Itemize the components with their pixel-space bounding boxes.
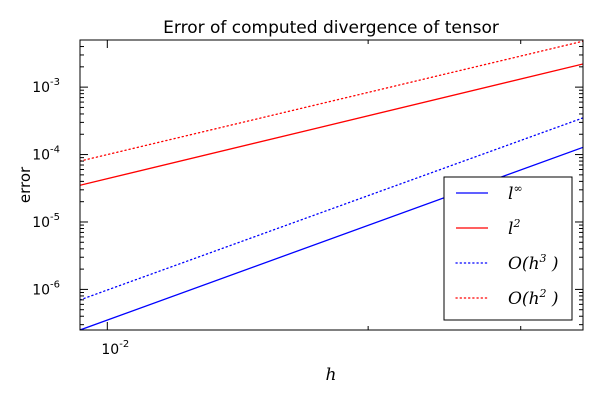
series-line-2 [80,117,583,301]
ticks-layer: 10-6 10-5 10-4 10-3 10-2 [32,39,583,358]
legend-label-1: l2 [508,217,520,239]
legend-box [443,176,573,321]
legend-label-3: O(h2 ) [508,287,559,309]
y-axis-label: error [16,166,34,203]
legend: l∞ l2 O(h3 ) O(h2 ) [443,176,573,321]
y-tick-label-2: 10-4 [32,145,60,164]
plot-frame [79,39,584,331]
chart-title: Error of computed divergence of tensor [163,18,499,38]
legend-label-2: O(h3 ) [508,252,559,274]
y-tick-label-0: 10-6 [32,279,60,298]
series-line-1 [80,63,583,186]
y-tick-label-1: 10-5 [32,212,60,231]
y-tick-label-3: 10-3 [32,77,60,96]
x-tick-label-0: 10-2 [101,339,129,358]
series-line-3 [80,40,583,162]
legend-label-0: l∞ [508,182,523,204]
x-axis-label: h [326,365,337,385]
